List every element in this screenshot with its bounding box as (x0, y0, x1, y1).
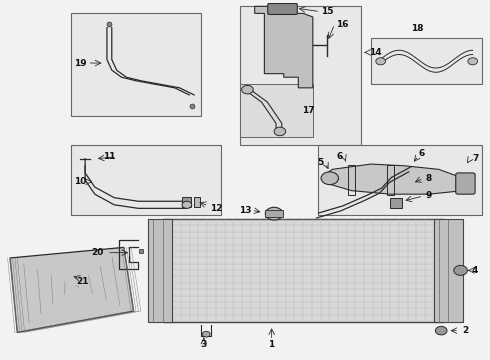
Circle shape (376, 58, 386, 65)
Text: 3: 3 (201, 340, 207, 349)
Bar (71, 13, 201, 116)
FancyBboxPatch shape (194, 197, 200, 207)
Circle shape (454, 265, 467, 275)
Bar (434, 219, 463, 322)
Text: 15: 15 (321, 7, 334, 16)
Text: 19: 19 (74, 59, 87, 68)
Bar (240, 84, 313, 138)
Text: 18: 18 (411, 24, 423, 33)
Circle shape (468, 58, 478, 65)
Circle shape (321, 172, 339, 185)
Text: 4: 4 (472, 266, 478, 275)
Text: 11: 11 (103, 153, 116, 162)
Bar (71, 145, 221, 215)
Bar (163, 219, 443, 322)
Text: 6: 6 (336, 153, 343, 162)
FancyBboxPatch shape (268, 4, 297, 14)
Text: 7: 7 (472, 154, 478, 163)
Circle shape (266, 207, 283, 220)
Bar (371, 38, 482, 84)
FancyBboxPatch shape (266, 210, 283, 217)
Text: 9: 9 (426, 192, 432, 201)
Circle shape (436, 327, 447, 335)
Text: 16: 16 (336, 19, 348, 28)
Text: 21: 21 (76, 276, 89, 285)
FancyBboxPatch shape (456, 173, 475, 194)
Text: 8: 8 (426, 174, 432, 183)
Text: 6: 6 (418, 149, 425, 158)
Text: 13: 13 (239, 206, 251, 215)
Polygon shape (255, 6, 313, 88)
Bar (148, 219, 172, 322)
Polygon shape (327, 164, 468, 194)
Text: 1: 1 (269, 340, 275, 349)
Polygon shape (10, 247, 134, 332)
Text: 20: 20 (91, 248, 103, 257)
Circle shape (202, 331, 210, 337)
FancyBboxPatch shape (182, 197, 191, 207)
Text: 2: 2 (462, 326, 468, 335)
Text: 10: 10 (74, 177, 86, 186)
Bar (240, 6, 361, 145)
Text: 14: 14 (369, 48, 382, 57)
Circle shape (182, 201, 192, 208)
Text: 5: 5 (317, 158, 323, 167)
Circle shape (242, 85, 253, 94)
Text: 12: 12 (210, 204, 222, 213)
Circle shape (274, 127, 286, 136)
FancyBboxPatch shape (391, 198, 402, 208)
Text: 17: 17 (302, 107, 314, 116)
Bar (318, 145, 482, 215)
